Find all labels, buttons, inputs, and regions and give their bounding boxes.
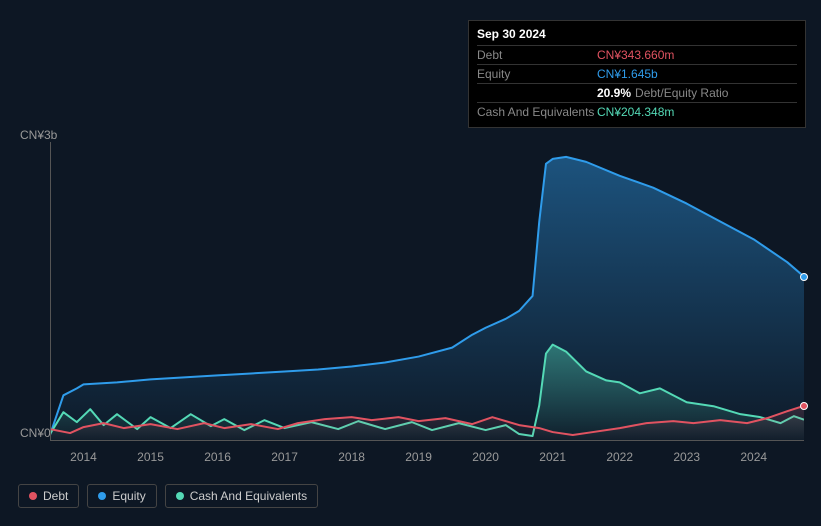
equity-area: [50, 157, 804, 440]
legend-dot-icon: [29, 492, 37, 500]
chart-legend: Debt Equity Cash And Equivalents: [18, 484, 318, 508]
legend-item-equity[interactable]: Equity: [87, 484, 156, 508]
equity-end-marker: [800, 273, 808, 281]
legend-item-cash[interactable]: Cash And Equivalents: [165, 484, 318, 508]
legend-item-label: Equity: [112, 489, 145, 503]
legend-item-label: Debt: [43, 489, 68, 503]
chart-plot-area: [0, 0, 821, 526]
debt-end-marker: [800, 402, 808, 410]
legend-dot-icon: [98, 492, 106, 500]
legend-item-debt[interactable]: Debt: [18, 484, 79, 508]
legend-dot-icon: [176, 492, 184, 500]
legend-item-label: Cash And Equivalents: [190, 489, 307, 503]
y-axis-line: [50, 142, 51, 440]
x-axis-line: [50, 440, 804, 441]
